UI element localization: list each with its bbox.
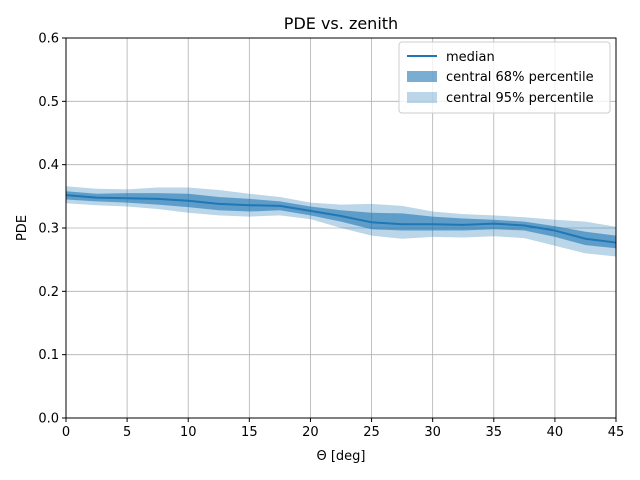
x-tick-label: 20	[302, 425, 319, 440]
x-axis-ticks: 0 5 10 15 20 25 30 35 40 45	[62, 418, 624, 440]
y-axis-ticks: 0.0 0.1 0.2 0.3 0.4 0.5 0.6	[38, 32, 66, 427]
y-tick-label: 0.2	[38, 285, 59, 300]
y-tick-label: 0.4	[38, 158, 59, 173]
legend-band95-label: central 95% percentile	[446, 91, 594, 106]
median-line	[65, 194, 617, 244]
legend-band95-swatch	[407, 92, 437, 103]
legend-band68-swatch	[407, 71, 437, 82]
y-tick-label: 0.0	[38, 412, 59, 427]
y-tick-label: 0.3	[38, 222, 59, 237]
x-tick-label: 40	[547, 425, 564, 440]
x-tick-label: 30	[424, 425, 441, 440]
band-68-layer	[66, 191, 616, 249]
chart-title: PDE vs. zenith	[284, 14, 398, 33]
legend-band68-label: central 68% percentile	[446, 70, 594, 85]
x-tick-label: 45	[608, 425, 625, 440]
x-tick-label: 10	[180, 425, 197, 440]
y-tick-label: 0.5	[38, 95, 59, 110]
x-tick-label: 25	[363, 425, 380, 440]
legend-box	[398, 41, 611, 114]
y-tick-label: 0.1	[38, 348, 59, 363]
y-tick-label: 0.6	[38, 32, 59, 47]
x-tick-label: 0	[62, 425, 70, 440]
median-layer	[65, 194, 617, 244]
x-tick-label: 35	[486, 425, 503, 440]
y-axis-label: PDE	[15, 215, 30, 241]
legend-median-label: median	[446, 50, 495, 65]
legend: median central 68% percentile central 95…	[398, 41, 611, 114]
x-axis-label: Θ [deg]	[316, 449, 365, 464]
band-68-area	[66, 191, 616, 249]
x-tick-label: 15	[241, 425, 258, 440]
x-tick-label: 5	[123, 425, 131, 440]
